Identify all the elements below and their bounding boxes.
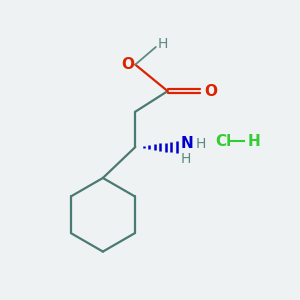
Text: H: H <box>247 134 260 149</box>
Text: O: O <box>121 57 134 72</box>
Text: N: N <box>181 136 194 151</box>
Text: H: H <box>158 37 168 51</box>
Text: H: H <box>181 152 191 167</box>
Text: O: O <box>205 84 218 99</box>
Text: H: H <box>196 136 206 151</box>
Text: Cl: Cl <box>215 134 231 149</box>
